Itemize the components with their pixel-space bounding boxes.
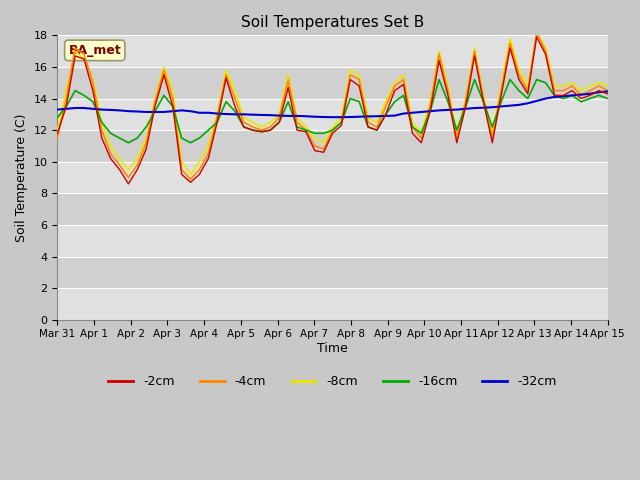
Bar xyxy=(58,256,608,288)
Bar xyxy=(58,225,608,256)
Bar xyxy=(58,98,608,130)
Bar xyxy=(58,67,608,98)
Title: Soil Temperatures Set B: Soil Temperatures Set B xyxy=(241,15,424,30)
Bar xyxy=(58,130,608,162)
Bar xyxy=(58,162,608,193)
Legend: -2cm, -4cm, -8cm, -16cm, -32cm: -2cm, -4cm, -8cm, -16cm, -32cm xyxy=(103,370,562,393)
Text: BA_met: BA_met xyxy=(68,44,121,57)
Bar xyxy=(58,193,608,225)
Bar xyxy=(58,288,608,320)
X-axis label: Time: Time xyxy=(317,342,348,355)
Y-axis label: Soil Temperature (C): Soil Temperature (C) xyxy=(15,113,28,242)
Bar xyxy=(58,36,608,67)
